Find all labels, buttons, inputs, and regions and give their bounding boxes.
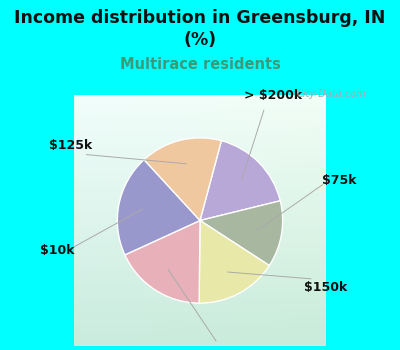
Text: $75k: $75k xyxy=(322,174,356,187)
Text: $10k: $10k xyxy=(40,244,74,257)
Text: Income distribution in Greensburg, IN: Income distribution in Greensburg, IN xyxy=(14,9,386,27)
Wedge shape xyxy=(125,220,200,303)
Text: (%): (%) xyxy=(184,31,216,49)
Wedge shape xyxy=(200,201,283,266)
Text: City-Data.com: City-Data.com xyxy=(297,90,366,99)
Wedge shape xyxy=(117,160,200,255)
Text: Multirace residents: Multirace residents xyxy=(120,57,280,72)
Text: $150k: $150k xyxy=(304,281,348,294)
Wedge shape xyxy=(144,138,221,220)
Wedge shape xyxy=(200,141,280,220)
Text: $125k: $125k xyxy=(49,139,93,152)
Wedge shape xyxy=(199,220,269,303)
Text: > $200k: > $200k xyxy=(244,89,302,102)
